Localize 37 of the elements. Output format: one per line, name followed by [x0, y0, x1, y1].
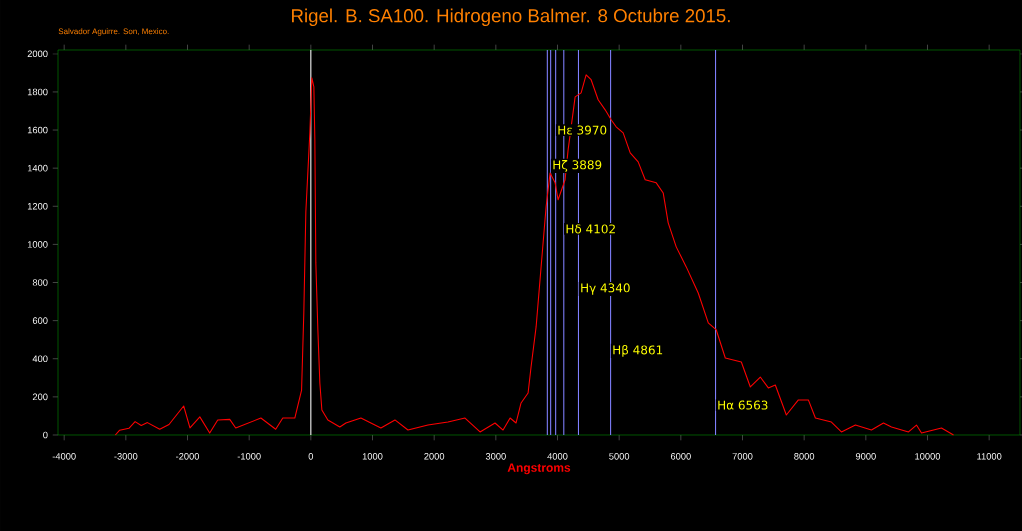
- annotation: Hε 3970: [558, 125, 607, 135]
- x-tick-label: 8000: [794, 453, 815, 460]
- x-tick-label: 2000: [424, 453, 445, 460]
- x-tick-label: -1000: [237, 453, 261, 460]
- y-tick-label: 1200: [27, 202, 48, 210]
- y-tick-label: 1600: [27, 126, 48, 134]
- y-tick-label: 800: [32, 279, 48, 286]
- annotation: Hδ 4102: [566, 224, 615, 234]
- chart-title: Rigel. B. SA100. Hidrogeno Balmer. 8 Octubre 2015.: [292, 8, 730, 27]
- y-tick-label: 1800: [27, 88, 48, 96]
- y-tick-label: 400: [32, 355, 48, 363]
- x-tick-label: 7000: [732, 453, 753, 460]
- x-axis-title: Angstroms: [507, 463, 571, 475]
- y-tick-label: 2000: [27, 50, 48, 58]
- annotation: Hβ 4861: [613, 345, 663, 357]
- x-tick-label: 10000: [915, 453, 941, 460]
- x-tick-label: -4000: [52, 453, 76, 460]
- x-tick-label: 5000: [609, 453, 630, 460]
- x-tick-label: 4000: [547, 453, 568, 460]
- y-tick-label: 1000: [27, 241, 48, 248]
- x-tick-label: 3000: [485, 453, 506, 460]
- x-tick-label: -2000: [175, 453, 200, 460]
- x-tick-label: 11000: [977, 453, 1002, 460]
- x-tick-label: 1000: [362, 453, 383, 460]
- x-tick-label: 9000: [855, 453, 876, 460]
- y-tick-label: 1400: [27, 164, 48, 172]
- line-series: [114, 74, 955, 436]
- x-tick-label: 6000: [670, 453, 691, 460]
- y-tick-label: 0: [43, 431, 48, 439]
- annotation: Hγ 4340: [581, 283, 630, 295]
- annotation: Hα 6563: [718, 400, 768, 410]
- y-tick-label: 600: [32, 317, 48, 324]
- y-tick-label: 200: [32, 393, 48, 401]
- text: Salvador Aguirre. Son, Mexico.: [58, 28, 169, 36]
- x-tick-label: 0: [308, 453, 314, 460]
- x-tick-label: -3000: [114, 453, 138, 460]
- annotation: Hζ 3889: [553, 160, 602, 172]
